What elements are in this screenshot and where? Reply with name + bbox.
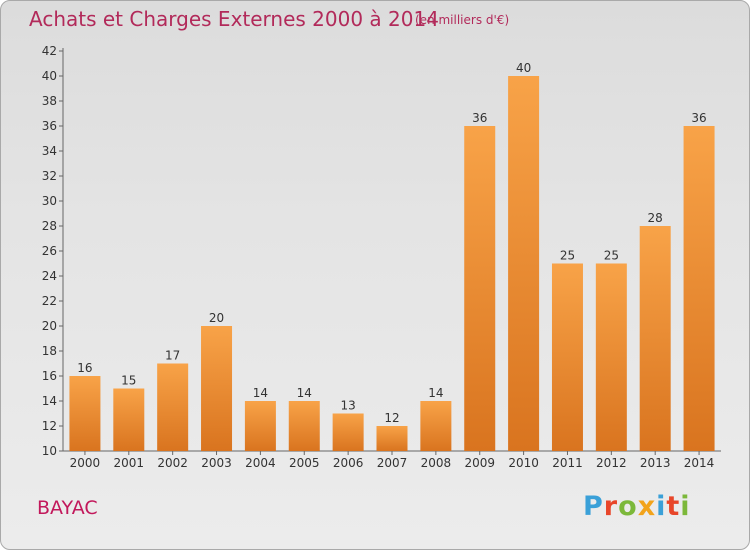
y-tick-label: 32 (42, 169, 57, 183)
bar-2000 (69, 376, 101, 451)
y-tick-label: 22 (42, 294, 57, 308)
logo-letter: o (618, 491, 638, 522)
y-tick-label: 38 (42, 94, 57, 108)
data-label: 28 (648, 211, 663, 225)
y-tick-label: 34 (42, 144, 57, 158)
logo-letter: r (603, 491, 619, 522)
bar-2009 (464, 126, 496, 451)
x-tick-label: 2013 (640, 456, 671, 470)
data-label: 25 (604, 249, 619, 263)
data-label: 15 (121, 374, 136, 388)
data-label: 20 (209, 311, 224, 325)
data-label: 17 (165, 349, 180, 363)
bar-2008 (420, 401, 452, 451)
data-label: 36 (472, 111, 487, 125)
x-tick-label: 2008 (421, 456, 452, 470)
x-tick-label: 2004 (245, 456, 276, 470)
bar-2003 (201, 326, 233, 451)
y-tick-label: 20 (42, 319, 57, 333)
x-tick-label: 2012 (596, 456, 627, 470)
bar-2010 (508, 76, 540, 451)
place-name: BAYAC (37, 497, 98, 519)
data-label: 25 (560, 249, 575, 263)
x-tick-label: 2001 (114, 456, 145, 470)
bar-2012 (595, 263, 627, 451)
bars (69, 76, 715, 451)
chart-title: Achats et Charges Externes 2000 à 2014 (29, 7, 439, 31)
bar-2011 (551, 263, 583, 451)
data-label: 14 (297, 386, 312, 400)
y-tick-label: 18 (42, 344, 57, 358)
x-tick-label: 2002 (157, 456, 188, 470)
y-tick-label: 10 (42, 444, 57, 458)
bar-2006 (332, 413, 364, 451)
bar-2001 (113, 388, 145, 451)
x-tick-label: 2000 (70, 456, 101, 470)
x-tick-label: 2007 (377, 456, 408, 470)
value-labels: 16 15 17 20 14 14 13 12 14 36 40 25 25 28 36 (77, 61, 706, 425)
x-tick-label: 2014 (684, 456, 715, 470)
x-tick-label: 2003 (201, 456, 232, 470)
bar-2013 (639, 226, 671, 451)
data-label: 14 (253, 386, 268, 400)
bar-2002 (157, 363, 189, 451)
x-tick-label: 2005 (289, 456, 320, 470)
x-tick-label: 2011 (552, 456, 583, 470)
data-label: 13 (340, 399, 355, 413)
y-tick-label: 40 (42, 69, 57, 83)
y-tick-label: 26 (42, 244, 57, 258)
y-tick-label: 14 (42, 394, 57, 408)
logo-letter: i (680, 491, 691, 522)
x-tick-label: 2006 (333, 456, 364, 470)
bar-2005 (288, 401, 320, 451)
bar-2004 (244, 401, 276, 451)
data-label: 40 (516, 61, 531, 75)
data-label: 12 (384, 411, 399, 425)
bar-2007 (376, 426, 408, 451)
logo-letter: P (583, 491, 604, 522)
y-tick-label: 36 (42, 119, 57, 133)
data-label: 16 (77, 361, 92, 375)
chart-subtitle: (en milliers d'€) (415, 13, 510, 27)
y-tick-label: 28 (42, 219, 57, 233)
axes: 10 12 14 16 18 20 22 24 26 28 30 32 34 36 38 40 42 2000 20… (42, 44, 721, 470)
data-label: 36 (691, 111, 706, 125)
y-tick-label: 24 (42, 269, 57, 283)
x-tick-label: 2009 (464, 456, 495, 470)
y-tick-label: 30 (42, 194, 57, 208)
proxiti-logo[interactable]: Proxiti (583, 491, 691, 522)
logo-letter: t (666, 491, 681, 522)
y-tick-label: 42 (42, 44, 57, 58)
logo-letter: x (637, 491, 657, 522)
y-tick-label: 16 (42, 369, 57, 383)
data-label: 14 (428, 386, 443, 400)
y-tick-label: 12 (42, 419, 57, 433)
logo-letter: i (656, 491, 667, 522)
bar-2014 (683, 126, 715, 451)
x-tick-label: 2010 (508, 456, 539, 470)
